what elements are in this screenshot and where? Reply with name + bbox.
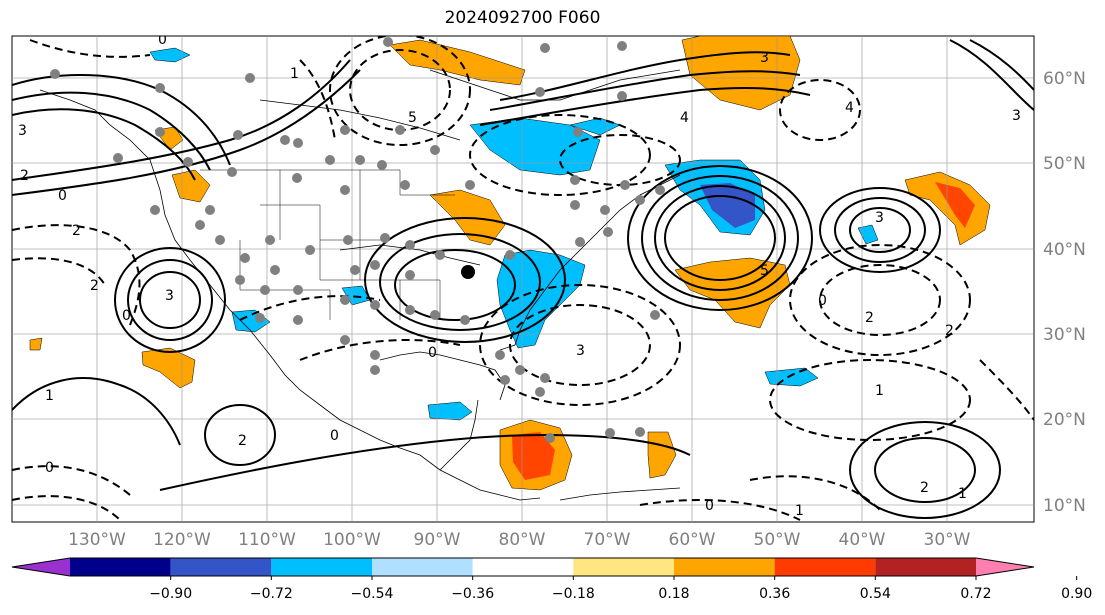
lat-label-40: 40°N (1043, 240, 1086, 260)
colorbar-tick-label: 0.54 (860, 586, 891, 602)
fill-redorange-eastatlantic (935, 182, 975, 228)
colorbar-extension-high (976, 558, 1034, 576)
contour-label-0e: 0 (45, 460, 54, 476)
contour-label-3c: 3 (760, 50, 769, 66)
solid-contours (12, 39, 1034, 519)
fill-blue-eastatl-mini (857, 224, 879, 245)
colorbar-extension-low (12, 558, 70, 576)
contour-label-2e: 2 (945, 323, 954, 339)
colorbar-tick-label: −0.72 (250, 586, 293, 602)
station-markers (50, 37, 665, 443)
contour-label-0d: 0 (428, 345, 437, 361)
colorbar-tick-label: 0.36 (759, 586, 790, 602)
state-borders (200, 169, 455, 320)
latitude-labels: 60°N 50°N 40°N 30°N 20°N 10°N (1043, 69, 1086, 516)
fill-orange-mexico-small (29, 337, 43, 351)
lon-label-30w: 30°W (924, 530, 971, 550)
lat-label-60: 60°N (1043, 69, 1086, 89)
lon-label-70w: 70°W (584, 530, 631, 550)
colorbar-segment (271, 558, 372, 576)
lat-label-10: 10°N (1043, 496, 1086, 516)
colorbar-outline (11, 557, 1035, 577)
fill-redorange-caribbean (512, 432, 555, 480)
contour-label-0b: 0 (58, 188, 67, 204)
colorbar-segment (774, 558, 876, 576)
contour-label-5: 5 (408, 110, 417, 126)
contour-label-1b: 1 (45, 388, 54, 404)
contour-label-1d: 1 (795, 503, 804, 519)
map-title: 2024092700 F060 (444, 8, 601, 28)
contour-label-2d: 2 (865, 310, 874, 326)
contour-label-2b: 2 (72, 223, 81, 239)
dashed-contours (12, 36, 1034, 521)
contour-label-5b: 5 (760, 263, 769, 279)
highlight-station (461, 265, 475, 279)
contour-label-1e: 1 (875, 383, 884, 399)
lon-label-110w: 110°W (238, 530, 296, 550)
fill-blue-canada (469, 117, 601, 176)
lon-label-120w: 120°W (153, 530, 211, 550)
lat-label-50: 50°N (1043, 154, 1086, 174)
contour-label-3e: 3 (875, 210, 884, 226)
colorbar-segment (472, 558, 574, 576)
contour-label-3b: 3 (165, 288, 174, 304)
contour-label-2: 2 (20, 168, 29, 184)
contour-label-4: 4 (680, 110, 689, 126)
lat-label-30: 30°N (1043, 325, 1086, 345)
fill-blue-alaska (149, 47, 191, 63)
lon-label-80w: 80°W (499, 530, 546, 550)
colorbar-tick-label: 0.90 (1061, 586, 1092, 602)
contour-label-2f: 2 (238, 433, 247, 449)
fill-blue-eastcoast (496, 249, 586, 349)
lon-label-50w: 50°W (754, 530, 801, 550)
lon-label-130w: 130°W (68, 530, 126, 550)
fill-orange-eastatlantic (904, 171, 991, 246)
colorbar-segment (170, 558, 272, 576)
contour-label-0g: 0 (705, 498, 714, 514)
colorbar-tick-label: −0.54 (351, 586, 394, 602)
longitude-labels: 130°W 120°W 110°W 100°W 90°W 80°W 70°W 6… (68, 530, 971, 550)
fill-blue-florida-strait (427, 401, 473, 421)
contour-label-1: 1 (290, 66, 299, 82)
colorbar-segment (70, 558, 171, 576)
fill-orange-atlantic-south (674, 257, 791, 329)
colorbar-segment (372, 558, 473, 576)
contour-label-2g: 2 (920, 480, 929, 496)
colorbar-tick-label: −0.36 (451, 586, 494, 602)
contour-label-4b: 4 (845, 100, 854, 116)
contour-label-0f: 0 (330, 428, 339, 444)
contour-label-3f: 3 (576, 343, 585, 359)
contour-label-3d: 3 (1012, 108, 1021, 124)
colorbar-segment (875, 558, 976, 576)
lon-label-90w: 90°W (414, 530, 461, 550)
contour-labels: 0 1 3 2 0 2 2 0 3 5 4 3 4 3 5 3 2 2 3 0 … (18, 32, 1021, 519)
contour-label-0: 0 (158, 32, 167, 48)
colorbar-tick-label: 0.18 (658, 586, 689, 602)
colorbar-segment (573, 558, 674, 576)
contour-label-0h: 0 (818, 293, 827, 309)
fill-blue-eastatl-small (764, 367, 819, 387)
colorbar: −0.90 −0.72 −0.54 −0.36 −0.18 0.18 0.36 0.54 0.7… (11, 557, 1092, 602)
contour-label-2c: 2 (90, 278, 99, 294)
contour-label-0c: 0 (122, 308, 131, 324)
contour-label-3: 3 (18, 123, 27, 139)
lon-label-100w: 100°W (323, 530, 381, 550)
fill-orange-pacific-nw (171, 169, 211, 203)
colorbar-tick-label: 0.72 (960, 586, 991, 602)
colorbar-segment (674, 558, 775, 576)
colorbar-tick-label: −0.18 (552, 586, 595, 602)
lon-label-60w: 60°W (669, 530, 716, 550)
colorbar-tick-label: −0.90 (149, 586, 192, 602)
fill-medblue-atlantic-low (700, 183, 755, 228)
lon-label-40w: 40°W (839, 530, 886, 550)
lat-label-20: 20°N (1043, 410, 1086, 430)
contour-label-1c: 1 (958, 486, 967, 502)
